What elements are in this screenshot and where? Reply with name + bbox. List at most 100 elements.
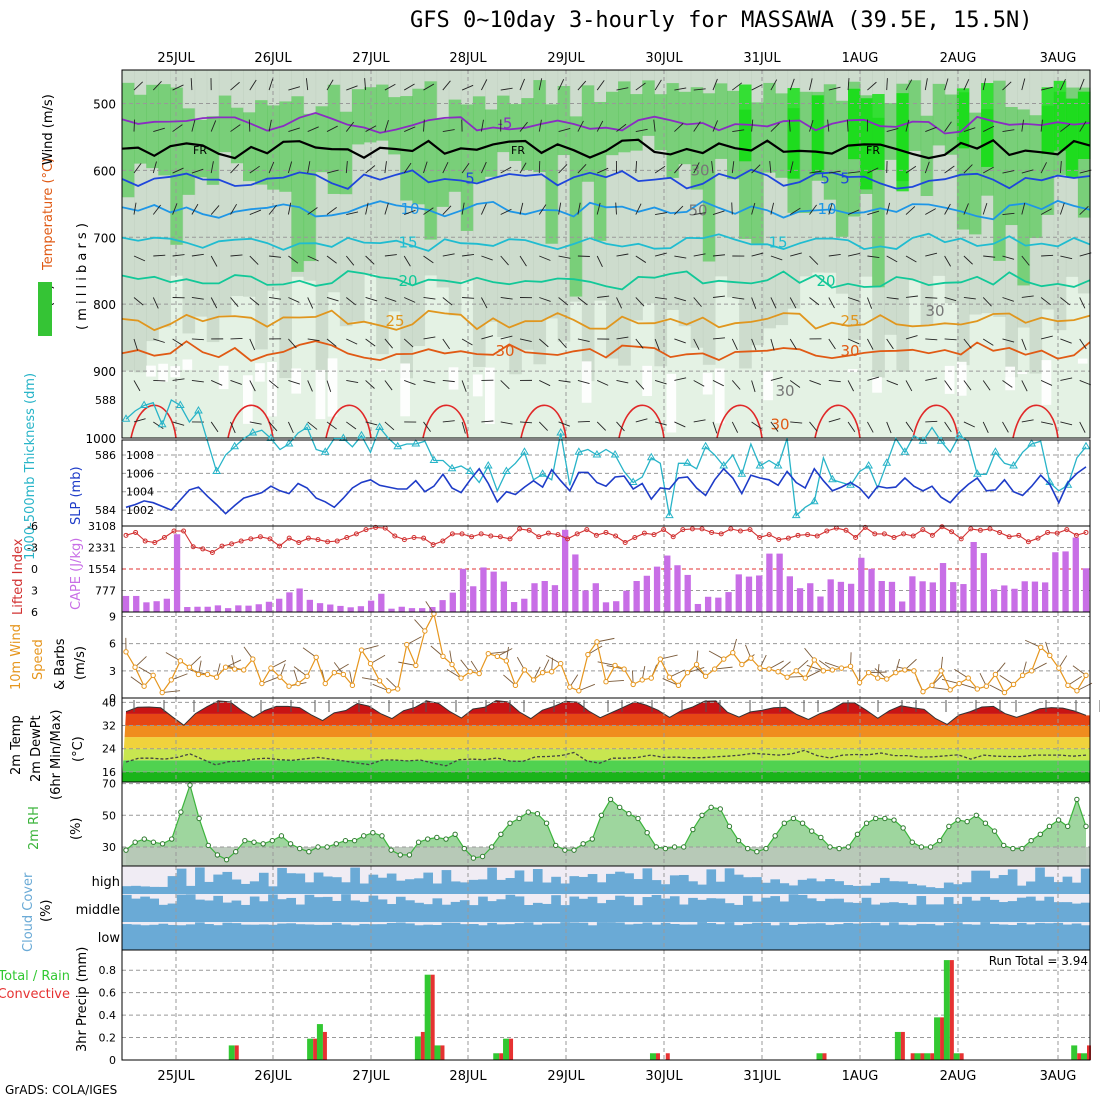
- wind-barb: [462, 297, 475, 299]
- cloud-cell: [332, 922, 342, 950]
- precip-total-bar: [503, 1038, 510, 1060]
- cloud-cell: [551, 923, 561, 950]
- cloud-cell: [414, 902, 424, 922]
- precip-convective-bar: [430, 974, 435, 1060]
- wind-barb: [403, 255, 411, 267]
- rh2m-marker: [690, 826, 696, 833]
- wind-barb: [345, 121, 355, 132]
- thickness-marker: [972, 469, 982, 477]
- wind-barb: [307, 207, 318, 215]
- rh-dry-band: [642, 365, 652, 397]
- wind-barb: [442, 129, 455, 133]
- wind10m-barb: [768, 660, 784, 670]
- slp-line: [125, 466, 1087, 515]
- rh-dry-band: [400, 363, 410, 417]
- wind-barb: [1079, 338, 1087, 350]
- wind-barb: [770, 122, 780, 132]
- lifted-index-marker: [987, 526, 993, 532]
- cloud-cell: [697, 884, 707, 894]
- cape-bar: [1072, 537, 1079, 612]
- cape-bar: [1082, 568, 1090, 612]
- cloud-cell: [459, 900, 470, 922]
- wind-barb: [365, 297, 378, 302]
- cloud-cell: [542, 882, 552, 894]
- cloud-cell: [204, 900, 214, 922]
- wind-barb: [1021, 338, 1027, 351]
- wind10m-marker: [911, 668, 917, 674]
- cape-bar: [541, 581, 548, 612]
- hot-contour: [130, 404, 177, 439]
- wind10m-marker: [204, 671, 211, 678]
- wind-barb: [693, 297, 702, 307]
- wind-barb: [1002, 297, 1015, 302]
- wind-barb: [480, 161, 487, 174]
- rh-dry-band: [1077, 358, 1088, 364]
- cloud-cell: [834, 924, 844, 950]
- rh2m-marker: [452, 831, 458, 838]
- contour-label: 15: [768, 234, 787, 252]
- temp2m-axis-label-1: 2m Temp: [9, 715, 24, 775]
- wind10m-marker: [141, 683, 147, 689]
- cloud-cell: [980, 896, 991, 922]
- rh-green-band: [170, 87, 184, 245]
- rh-dry-band: [666, 373, 677, 433]
- lifted-index-marker: [363, 527, 369, 533]
- wind-barb: [886, 78, 888, 91]
- wind-barb: [963, 203, 969, 215]
- wind-barb: [925, 252, 938, 257]
- wind-barb: [1002, 380, 1013, 388]
- wind-barb: [751, 421, 762, 430]
- wind10m-marker: [177, 658, 184, 664]
- thickness-marker: [882, 458, 892, 466]
- date-label-bottom: 25JUL: [157, 1069, 195, 1084]
- wind-barb: [558, 202, 562, 215]
- cape-bar: [766, 553, 773, 612]
- wind-barb: [711, 161, 714, 174]
- cloud-cell: [322, 896, 333, 922]
- rh2m-marker: [772, 833, 778, 839]
- cape-bar: [235, 605, 242, 612]
- cloud-cell: [551, 876, 561, 894]
- cape-tick-label: 3108: [88, 520, 116, 533]
- pressure-tick-label: 800: [93, 298, 116, 312]
- lifted-index-marker: [661, 527, 667, 533]
- lifted-index-marker: [1045, 529, 1051, 535]
- cloud-cell: [505, 894, 516, 922]
- rh2m-marker: [882, 815, 888, 822]
- wind-barb: [924, 78, 928, 91]
- wind-barb: [307, 255, 319, 262]
- cloud-cell: [861, 897, 872, 922]
- wind-barb: [751, 380, 756, 393]
- cloud-cell: [742, 877, 753, 894]
- wind-barb: [230, 164, 240, 174]
- lifted-index-marker: [1054, 530, 1060, 536]
- cloud-cell: [788, 894, 799, 922]
- thickness-marker: [538, 469, 547, 477]
- rh-gray-band: [339, 70, 353, 327]
- precip-convective-bar: [509, 1038, 514, 1060]
- rh-green-band: [763, 82, 776, 173]
- cloud-cell: [560, 905, 570, 922]
- wind-barb: [693, 380, 705, 387]
- cape-bar: [899, 601, 906, 612]
- lifted-tick-label: -3: [27, 542, 38, 555]
- wind-barb: [480, 119, 484, 132]
- wind-barb: [191, 380, 204, 383]
- wind10m-barb: [989, 684, 1005, 693]
- wind-barb: [577, 420, 590, 423]
- cloud-cell: [688, 924, 698, 950]
- wind-barb: [674, 163, 683, 174]
- wind-barb: [519, 121, 528, 132]
- rh-bright-band: [1041, 87, 1055, 154]
- cape-bar: [592, 583, 599, 612]
- rh2m-marker: [891, 817, 897, 823]
- lifted-index-marker: [651, 532, 657, 538]
- rh2m-marker: [361, 833, 367, 839]
- wind-barb: [558, 297, 569, 306]
- wind-barb: [828, 418, 841, 423]
- wind-barb: [423, 161, 428, 174]
- cape-bar: [715, 597, 722, 612]
- wind-barb: [461, 163, 470, 174]
- contour-label: 30: [775, 382, 794, 400]
- cape-bar: [1031, 581, 1039, 612]
